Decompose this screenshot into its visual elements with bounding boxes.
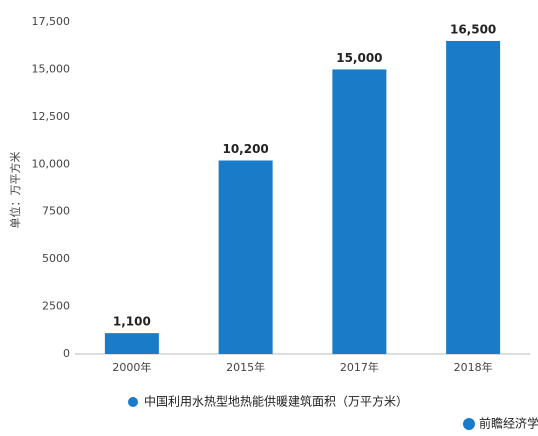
y-axis-label: 单位：万平方米 (8, 152, 22, 229)
value-label: 10,200 (222, 142, 268, 156)
value-label: 1,100 (113, 315, 151, 329)
y-tick-label: 0 (63, 347, 70, 360)
y-tick-label: 5000 (42, 252, 70, 265)
value-label: 16,500 (450, 22, 496, 36)
x-tick-label: 2018年 (454, 360, 493, 374)
legend-marker (128, 397, 138, 407)
x-tick-label: 2000年 (112, 360, 151, 374)
bar (104, 333, 159, 354)
footer-logo (463, 418, 475, 430)
legend-label: 中国利用水热型地热能供暖建筑面积（万平方米） (144, 394, 408, 409)
y-tick-label: 17,500 (32, 15, 71, 28)
bar (446, 40, 501, 354)
y-tick-label: 15,000 (32, 62, 71, 75)
y-tick-label: 2500 (42, 300, 70, 313)
footer: 前瞻经济学人APP (479, 416, 538, 431)
bar (218, 160, 273, 354)
bar (332, 69, 387, 354)
x-tick-label: 2015年 (226, 360, 265, 374)
y-tick-label: 10,000 (32, 157, 71, 170)
x-tick-label: 2017年 (340, 360, 379, 374)
value-label: 15,000 (336, 51, 382, 65)
y-tick-label: 7500 (42, 205, 70, 218)
y-tick-label: 12,500 (32, 110, 71, 123)
